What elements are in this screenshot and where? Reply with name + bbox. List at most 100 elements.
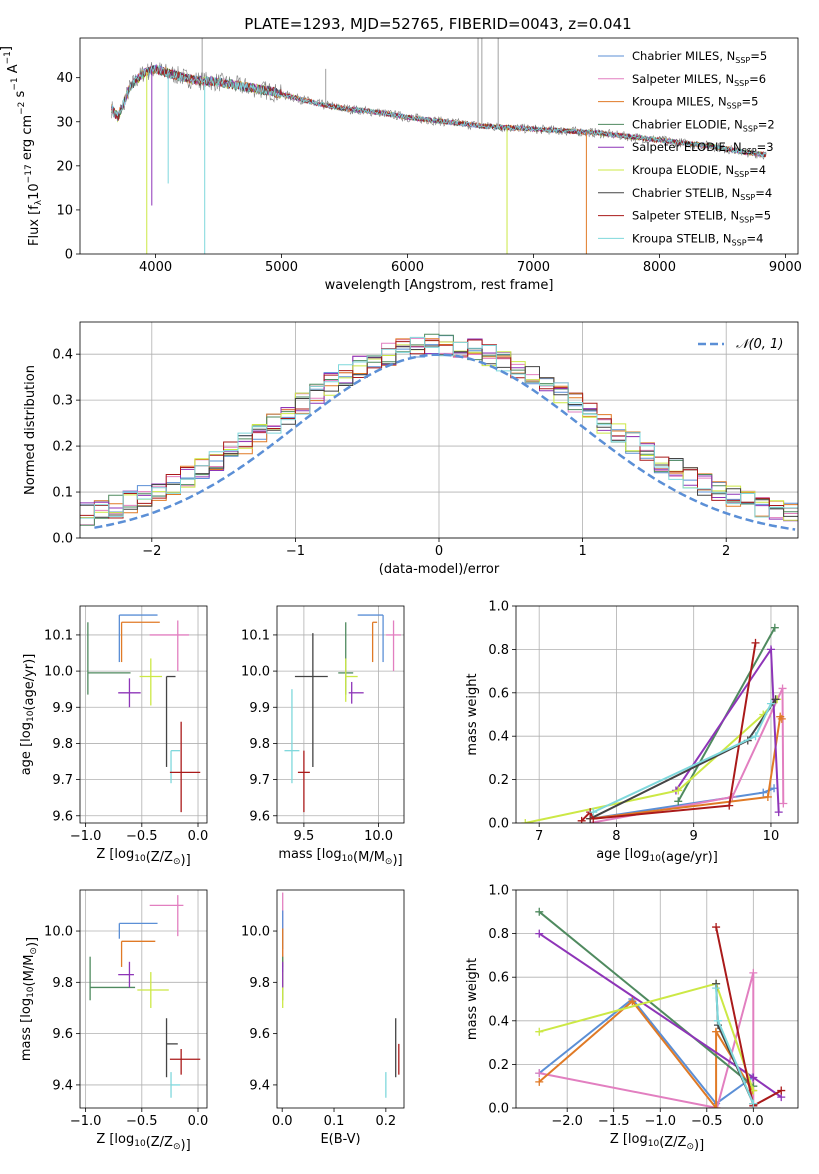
y-tick-label: 10.0 (44, 925, 73, 940)
legend-subscript: SSP (742, 147, 757, 156)
label-part: 10 (26, 986, 36, 998)
weight-line-chabrier-elodie (538, 911, 754, 1087)
legend-count: =2 (758, 117, 775, 131)
label-part: 10 (649, 854, 661, 864)
weight-marker (777, 1086, 786, 1095)
label-part: 10 (342, 854, 354, 864)
legend-label: Kroupa ELODIE, NSSP=4 (632, 163, 766, 179)
label-part: (Z/Z (146, 1135, 173, 1150)
y-tick-label: 30 (56, 115, 73, 130)
errorbar-point (348, 681, 364, 704)
errorbar-point (169, 721, 201, 813)
y-tick-label: 0.6 (488, 971, 509, 986)
axes-frame (276, 889, 405, 1109)
plot-area (87, 614, 201, 813)
errorbar-point (87, 622, 131, 695)
weight-marker (712, 1104, 721, 1108)
y-tick-label: 9.4 (249, 1078, 270, 1093)
chart-age_vs_Z: −1.0 −0.5 0.09.69.79.89.910.010.1Z [log10(… (19, 605, 208, 868)
label-part: Z [log (96, 847, 134, 862)
errorbar-point (284, 689, 300, 784)
y-tick-label: 1.0 (488, 600, 509, 615)
label-part: ⊙ (686, 1142, 694, 1152)
label-part: ⊙ (173, 1142, 181, 1152)
weight-marker (751, 638, 760, 647)
chart-age_vs_mass: 9.5 10.0 9.6 9.7 9.8 9.9 10.0 10.1 mass [log10(M… (241, 605, 405, 868)
y-tick-label: 10.1 (241, 628, 270, 643)
weight-marker (779, 799, 788, 808)
chart-residuals: −2 −1 0 1 2 0.0 0.1 0.2 0.3 0.4 (data-model)/error… (23, 321, 799, 577)
weight-line-kroupa-elodie (525, 698, 778, 823)
legend-subscript: SSP (743, 124, 758, 133)
axes-frame (515, 605, 799, 824)
legend-text: Salpeter MILES, N (632, 72, 734, 86)
x-tick-label: 7 (535, 829, 543, 844)
label-part: (age/yr)] (661, 850, 718, 865)
legend-subscript: SSP (735, 56, 750, 65)
y-tick-label: 0.0 (52, 532, 73, 547)
x-tick-label: −2.0 (551, 1114, 583, 1129)
errorbar-point (357, 614, 384, 663)
label-part: λ (34, 199, 44, 205)
y-tick-label: 9.8 (249, 976, 270, 991)
weight-marker (759, 788, 768, 797)
y-tick-label: 0 (65, 248, 73, 263)
x-tick-label: 7000 (517, 260, 550, 275)
y-tick-label: 0.2 (488, 773, 509, 788)
label-part: mass [log (278, 847, 341, 862)
errorbar-point (118, 961, 134, 988)
weight-marker (589, 808, 598, 817)
x-tick-label: 0.0 (188, 1114, 209, 1129)
legend-text: Salpeter ELODIE, N (632, 140, 742, 154)
label-part: 10 (134, 1139, 146, 1149)
axes-frame (79, 321, 799, 539)
label-part: Z [log (610, 1132, 648, 1147)
x-axis-label: mass [log10(M/M⊙)] (278, 847, 402, 868)
errorbar-point (345, 658, 358, 702)
weight-marker (535, 929, 544, 938)
label-part: A (6, 64, 21, 77)
x-tick-label: 2 (722, 544, 730, 559)
weight-line-chabrier-miles (538, 997, 753, 1105)
errorbar-point (165, 1018, 178, 1078)
weight-marker (766, 645, 775, 654)
errorbar-point (165, 675, 176, 767)
y-tick-label: 9.6 (249, 1027, 270, 1042)
weight-marker (778, 684, 787, 693)
y-tick-label: 10.1 (44, 628, 73, 643)
legend-label: Salpeter ELODIE, NSSP=3 (632, 140, 774, 156)
axes-frame (515, 889, 799, 1109)
x-tick-label: 8 (612, 829, 620, 844)
legend-text: Salpeter STELIB, N (632, 209, 739, 223)
weight-marker (774, 808, 783, 817)
legend-label: Chabrier MILES, NSSP=5 (632, 49, 767, 65)
x-axis-label: age [log10(age/yr)] (596, 847, 718, 865)
legend-subscript: SSP (734, 79, 749, 88)
legend-label: Chabrier STELIB, NSSP=4 (632, 186, 772, 202)
x-tick-label: 0.0 (743, 1114, 764, 1129)
weight-marker (535, 1077, 544, 1086)
legend-count: =5 (742, 95, 759, 109)
x-tick-label: 9 (690, 829, 698, 844)
weight-marker (770, 623, 779, 632)
plot-area (89, 895, 201, 1098)
legend-count: =3 (757, 140, 774, 154)
y-axis-label: Normed distribution (23, 365, 38, 495)
legend-subscript: SSP (734, 170, 749, 179)
histogram-chabrier-elodie (80, 333, 798, 526)
x-tick-label: −0.5 (691, 1114, 723, 1129)
legend-text: Chabrier MILES, N (632, 49, 735, 63)
legend-text: Chabrier ELODIE, N (632, 117, 743, 131)
errorbar-point (137, 972, 169, 1008)
y-tick-label: 10.0 (241, 925, 270, 940)
legend-count: =5 (750, 49, 767, 63)
x-tick-label: 9.5 (294, 829, 315, 844)
y-tick-label: 9.8 (52, 737, 73, 752)
label-part: ⊙ (173, 857, 181, 867)
x-axis-label: E(B-V) (320, 1132, 360, 1147)
x-tick-label: −1.0 (644, 1114, 676, 1129)
weight-line-salpeter-stelib (715, 926, 782, 1108)
errorbar-point (89, 956, 136, 1001)
